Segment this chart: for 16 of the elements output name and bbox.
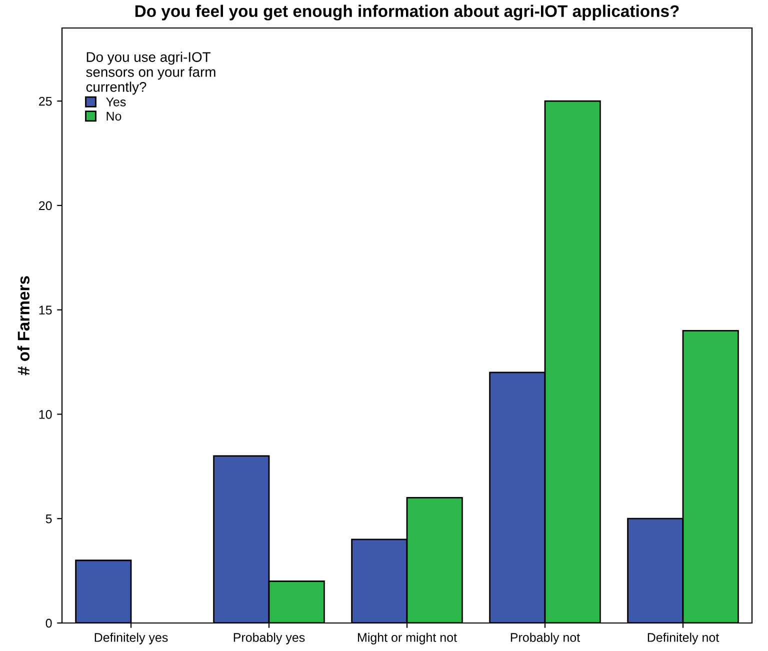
x-tick-label: Probably yes bbox=[234, 632, 305, 644]
y-axis-title: # of Farmers bbox=[17, 276, 30, 376]
y-tick-label: 5 bbox=[46, 514, 52, 524]
y-tick-label: 10 bbox=[39, 410, 52, 419]
x-tick-label: Definitely not bbox=[648, 632, 720, 644]
x-tick-label: Might or might not bbox=[358, 632, 457, 644]
legend-title: Do you use agri-IOT sensors on your farm currently? bbox=[86, 52, 216, 95]
chart-title: Do you feel you get enough information about agri-IOT applications? bbox=[135, 4, 679, 20]
x-tick-label: Definitely yes bbox=[94, 632, 168, 644]
y-tick-label: 0 bbox=[46, 618, 52, 628]
y-tick-label: 25 bbox=[39, 96, 52, 106]
y-tick-label: 15 bbox=[39, 306, 52, 314]
y-tick-label: 20 bbox=[39, 201, 52, 210]
legend-label: No bbox=[106, 112, 122, 121]
legend-label: Yes bbox=[106, 98, 126, 106]
x-tick-label: Probably not bbox=[510, 632, 580, 644]
